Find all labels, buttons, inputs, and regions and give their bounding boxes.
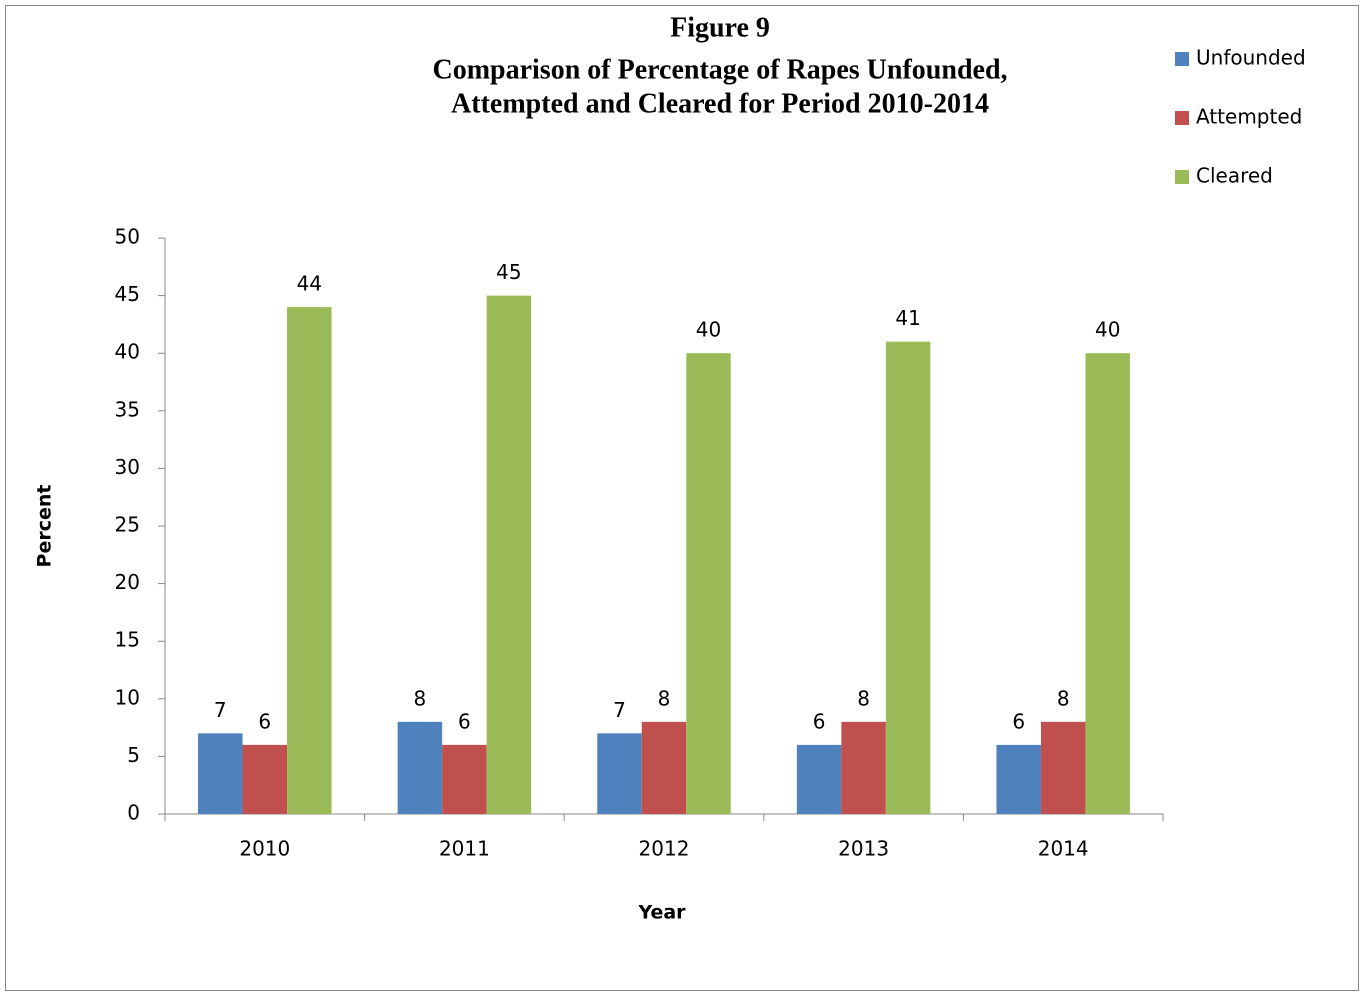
data-label: 6 xyxy=(1012,709,1025,733)
y-tick-label: 5 xyxy=(127,743,140,767)
data-label: 7 xyxy=(613,698,626,722)
y-tick-label: 0 xyxy=(127,801,140,825)
bar xyxy=(686,353,731,814)
bar xyxy=(442,744,487,814)
y-tick-label: 15 xyxy=(115,628,140,652)
data-label: 40 xyxy=(696,318,721,342)
bar xyxy=(287,307,332,814)
chart-border xyxy=(5,5,1359,991)
data-label: 8 xyxy=(414,686,427,710)
data-label: 40 xyxy=(1095,318,1120,342)
bar xyxy=(885,341,931,814)
x-tick-label: 2014 xyxy=(1038,837,1089,861)
legend-swatch xyxy=(1175,111,1189,125)
data-label: 8 xyxy=(857,686,870,710)
x-tick-label: 2013 xyxy=(838,837,889,861)
chart-title: Attempted and Cleared for Period 2010-20… xyxy=(451,88,989,119)
y-tick-label: 10 xyxy=(115,685,140,709)
y-tick-label: 25 xyxy=(115,513,140,537)
data-label: 8 xyxy=(658,686,671,710)
data-label: 6 xyxy=(458,709,471,733)
bar xyxy=(242,744,288,814)
legend-swatch xyxy=(1175,52,1189,66)
bar xyxy=(796,744,842,814)
data-label: 8 xyxy=(1057,686,1070,710)
y-tick-label: 20 xyxy=(115,570,140,594)
data-label: 6 xyxy=(813,709,826,733)
bar xyxy=(1085,353,1130,814)
y-tick-label: 45 xyxy=(115,282,140,306)
chart-title: Figure 9 xyxy=(670,12,770,43)
x-tick-label: 2012 xyxy=(639,837,690,861)
y-tick-label: 30 xyxy=(115,455,140,479)
bar xyxy=(1040,721,1086,814)
bar xyxy=(996,744,1041,814)
legend-label: Cleared xyxy=(1196,164,1273,188)
bar xyxy=(641,721,687,814)
x-tick-label: 2010 xyxy=(239,837,290,861)
y-axis-title: Percent xyxy=(34,485,56,568)
legend-label: Attempted xyxy=(1196,105,1302,129)
data-label: 45 xyxy=(496,260,521,284)
bar xyxy=(198,733,243,814)
bar xyxy=(597,733,642,814)
data-label: 6 xyxy=(258,709,271,733)
x-tick-label: 2011 xyxy=(439,837,490,861)
bar xyxy=(397,721,443,814)
y-tick-label: 50 xyxy=(115,225,140,249)
legend-swatch xyxy=(1175,170,1189,184)
y-tick-label: 40 xyxy=(115,340,140,364)
legend-label: Unfounded xyxy=(1196,46,1306,70)
data-label: 44 xyxy=(297,272,322,296)
x-axis-title: Year xyxy=(637,902,686,924)
chart-title: Comparison of Percentage of Rapes Unfoun… xyxy=(432,54,1007,85)
bar xyxy=(841,721,886,814)
data-label: 41 xyxy=(895,306,920,330)
bar xyxy=(486,295,532,815)
y-tick-label: 35 xyxy=(115,397,140,421)
data-label: 7 xyxy=(214,698,227,722)
